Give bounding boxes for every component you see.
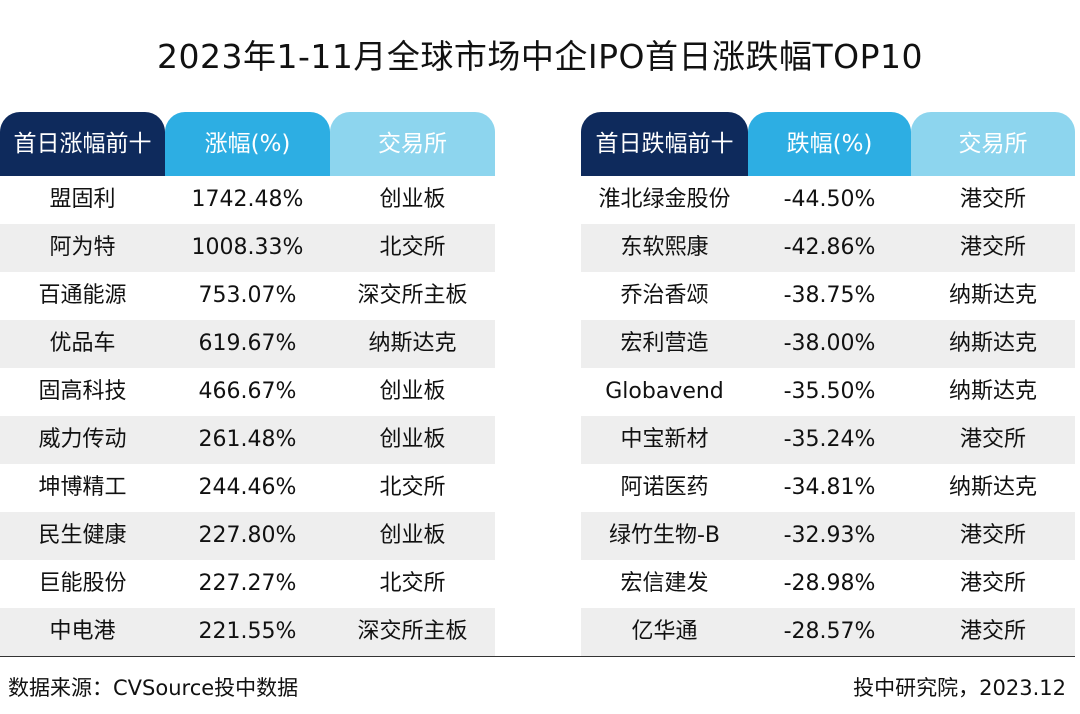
cell-exchange: 纳斯达克 bbox=[368, 331, 457, 356]
table-row: 优品车 619.67% 纳斯达克 bbox=[0, 320, 495, 368]
table-row: 宏利营造 -38.00% 纳斯达克 bbox=[581, 320, 1075, 368]
cell-change: 466.67% bbox=[198, 379, 297, 404]
cell-name: 乔治香颂 bbox=[620, 283, 709, 308]
cell-change: -38.75% bbox=[783, 283, 876, 308]
table-row: 盟固利 1742.48% 创业板 bbox=[0, 176, 495, 224]
cell-name: Globavend bbox=[605, 379, 724, 404]
cell-name: 淮北绿金股份 bbox=[598, 187, 731, 212]
cell-change: -28.98% bbox=[783, 571, 876, 596]
cell-change: -32.93% bbox=[783, 523, 876, 548]
table-row: 东软熙康 -42.86% 港交所 bbox=[581, 224, 1075, 272]
cell-name: 巨能股份 bbox=[38, 571, 127, 596]
table-row: 乔治香颂 -38.75% 纳斯达克 bbox=[581, 272, 1075, 320]
cell-change: -42.86% bbox=[783, 235, 876, 260]
table-row: 中宝新材 -35.24% 港交所 bbox=[581, 416, 1075, 464]
cell-change: -44.50% bbox=[783, 187, 876, 212]
cell-change: -35.50% bbox=[783, 379, 876, 404]
cell-exchange: 创业板 bbox=[379, 523, 446, 548]
table-header: 首日跌幅前十 跌幅(%) 交易所 bbox=[581, 112, 1075, 176]
table-row: 宏信建发 -28.98% 港交所 bbox=[581, 560, 1075, 608]
cell-exchange: 创业板 bbox=[379, 187, 446, 212]
table-row: 亿华通 -28.57% 港交所 bbox=[581, 608, 1075, 656]
top-losers-table: 首日跌幅前十 跌幅(%) 交易所 淮北绿金股份 -44.50% 港交所 东软熙康 -42.86… bbox=[581, 112, 1075, 656]
column-header-exchange: 交易所 bbox=[330, 112, 495, 176]
table-row: 固高科技 466.67% 创业板 bbox=[0, 368, 495, 416]
cell-change: -28.57% bbox=[783, 619, 876, 644]
cell-exchange: 北交所 bbox=[379, 235, 446, 260]
cell-exchange: 创业板 bbox=[379, 427, 446, 452]
cell-name: 绿竹生物-B bbox=[608, 523, 721, 548]
column-header-change: 涨幅(%) bbox=[165, 112, 330, 176]
cell-change: 619.67% bbox=[198, 331, 297, 356]
cell-exchange: 港交所 bbox=[959, 619, 1026, 644]
column-header-name: 首日跌幅前十 bbox=[581, 112, 748, 176]
table-row: 坤博精工 244.46% 北交所 bbox=[0, 464, 495, 512]
column-header-exchange: 交易所 bbox=[911, 112, 1075, 176]
cell-exchange: 纳斯达克 bbox=[948, 283, 1037, 308]
cell-name: 中电港 bbox=[49, 619, 116, 644]
cell-change: 261.48% bbox=[198, 427, 297, 452]
cell-change: -35.24% bbox=[783, 427, 876, 452]
table-row: 威力传动 261.48% 创业板 bbox=[0, 416, 495, 464]
table-header: 首日涨幅前十 涨幅(%) 交易所 bbox=[0, 112, 495, 176]
cell-name: 东软熙康 bbox=[620, 235, 709, 260]
cell-exchange: 港交所 bbox=[959, 571, 1026, 596]
cell-name: 中宝新材 bbox=[620, 427, 709, 452]
cell-change: 221.55% bbox=[198, 619, 297, 644]
table-row: Globavend -35.50% 纳斯达克 bbox=[581, 368, 1075, 416]
table-row: 巨能股份 227.27% 北交所 bbox=[0, 560, 495, 608]
cell-exchange: 北交所 bbox=[379, 571, 446, 596]
cell-exchange: 深交所主板 bbox=[357, 619, 468, 644]
cell-exchange: 创业板 bbox=[379, 379, 446, 404]
footer-divider bbox=[0, 656, 1075, 657]
cell-exchange: 深交所主板 bbox=[357, 283, 468, 308]
cell-exchange: 港交所 bbox=[959, 187, 1026, 212]
cell-change: -34.81% bbox=[783, 475, 876, 500]
column-header-change: 跌幅(%) bbox=[748, 112, 911, 176]
cell-name: 威力传动 bbox=[38, 427, 127, 452]
table-row: 淮北绿金股份 -44.50% 港交所 bbox=[581, 176, 1075, 224]
cell-change: 227.80% bbox=[198, 523, 297, 548]
column-header-name: 首日涨幅前十 bbox=[0, 112, 165, 176]
cell-name: 阿为特 bbox=[49, 235, 116, 260]
table-row: 民生健康 227.80% 创业板 bbox=[0, 512, 495, 560]
cell-name: 百通能源 bbox=[38, 283, 127, 308]
table-row: 阿为特 1008.33% 北交所 bbox=[0, 224, 495, 272]
top-gainers-table: 首日涨幅前十 涨幅(%) 交易所 盟固利 1742.48% 创业板 阿为特 1008.33% 北… bbox=[0, 112, 495, 656]
cell-name: 固高科技 bbox=[38, 379, 127, 404]
cell-exchange: 纳斯达克 bbox=[948, 331, 1037, 356]
cell-change: 244.46% bbox=[198, 475, 297, 500]
data-source-note: 数据来源：CVSource投中数据 bbox=[8, 676, 299, 700]
cell-name: 优品车 bbox=[49, 331, 116, 356]
cell-name: 盟固利 bbox=[49, 187, 116, 212]
cell-change: 1008.33% bbox=[191, 235, 304, 260]
cell-name: 宏信建发 bbox=[620, 571, 709, 596]
cell-change: 227.27% bbox=[198, 571, 297, 596]
cell-name: 坤博精工 bbox=[38, 475, 127, 500]
cell-name: 阿诺医药 bbox=[620, 475, 709, 500]
cell-name: 宏利营造 bbox=[620, 331, 709, 356]
table-row: 绿竹生物-B -32.93% 港交所 bbox=[581, 512, 1075, 560]
cell-name: 民生健康 bbox=[38, 523, 127, 548]
chart-title: 2023年1-11月全球市场中企IPO首日涨跌幅TOP10 bbox=[156, 37, 923, 76]
cell-exchange: 纳斯达克 bbox=[948, 379, 1037, 404]
cell-exchange: 港交所 bbox=[959, 235, 1026, 260]
cell-exchange: 港交所 bbox=[959, 523, 1026, 548]
credit-note: 投中研究院，2023.12 bbox=[853, 676, 1066, 700]
cell-exchange: 港交所 bbox=[959, 427, 1026, 452]
cell-change: 1742.48% bbox=[191, 187, 304, 212]
table-row: 中电港 221.55% 深交所主板 bbox=[0, 608, 495, 656]
table-row: 阿诺医药 -34.81% 纳斯达克 bbox=[581, 464, 1075, 512]
cell-exchange: 纳斯达克 bbox=[948, 475, 1037, 500]
cell-exchange: 北交所 bbox=[379, 475, 446, 500]
cell-change: 753.07% bbox=[198, 283, 297, 308]
cell-change: -38.00% bbox=[783, 331, 876, 356]
cell-name: 亿华通 bbox=[631, 619, 698, 644]
table-row: 百通能源 753.07% 深交所主板 bbox=[0, 272, 495, 320]
